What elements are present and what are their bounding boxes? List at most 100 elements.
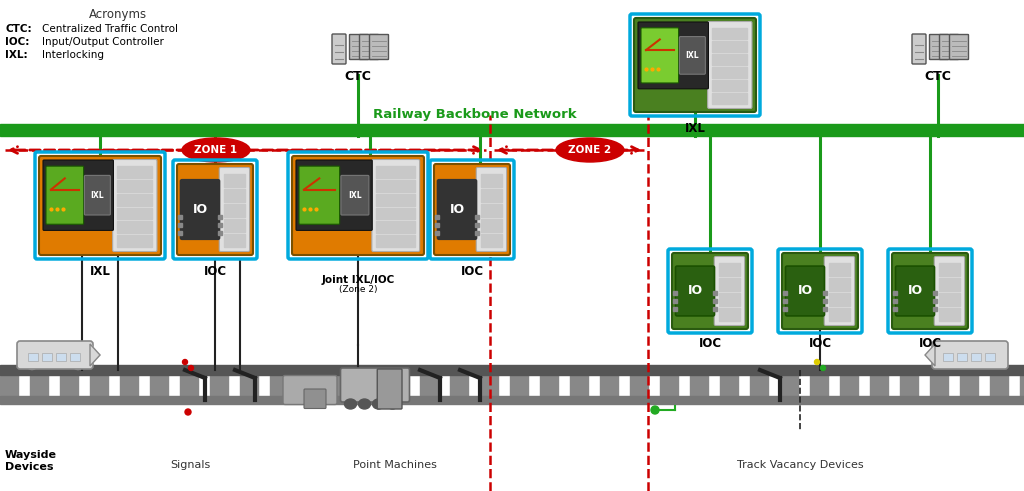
FancyBboxPatch shape (296, 160, 373, 230)
Text: Track Vacancy Devices: Track Vacancy Devices (736, 460, 863, 470)
Bar (450, 367, 468, 403)
Bar (420, 367, 438, 403)
FancyBboxPatch shape (341, 368, 410, 402)
Bar (600, 367, 618, 403)
FancyBboxPatch shape (113, 160, 157, 251)
Bar (930, 367, 948, 403)
Text: Signals: Signals (170, 460, 210, 470)
FancyBboxPatch shape (39, 156, 161, 255)
Text: Input/Output Controller: Input/Output Controller (42, 37, 164, 47)
Text: Joint IXL/IOC: Joint IXL/IOC (322, 275, 394, 285)
Bar (712, 67, 748, 78)
Text: IOC:: IOC: (5, 37, 30, 47)
Ellipse shape (27, 362, 37, 370)
Text: IXL: IXL (348, 191, 361, 200)
Text: Centralized Traffic Control: Centralized Traffic Control (42, 24, 178, 34)
Bar (377, 208, 415, 219)
Bar (720, 367, 738, 403)
FancyBboxPatch shape (17, 341, 93, 369)
Text: IOC: IOC (461, 265, 483, 278)
FancyBboxPatch shape (180, 180, 219, 239)
Bar (840, 367, 858, 403)
FancyBboxPatch shape (638, 22, 709, 89)
Bar (117, 208, 153, 219)
Text: IO: IO (450, 203, 465, 216)
Text: CTC: CTC (925, 70, 951, 83)
Bar (28, 353, 38, 361)
Bar (630, 367, 648, 403)
Bar (377, 221, 415, 233)
Bar (540, 367, 558, 403)
Bar (712, 93, 748, 104)
Bar (390, 367, 408, 403)
Bar (480, 204, 502, 217)
Bar (117, 221, 153, 233)
Bar (0, 124, 1024, 136)
Text: (Zone 2): (Zone 2) (339, 285, 377, 294)
Bar (70, 353, 80, 361)
Bar (480, 367, 498, 403)
FancyBboxPatch shape (46, 166, 84, 224)
FancyBboxPatch shape (43, 160, 114, 230)
FancyBboxPatch shape (349, 34, 369, 59)
FancyBboxPatch shape (377, 369, 402, 409)
Bar (828, 293, 850, 306)
Bar (224, 189, 245, 202)
Ellipse shape (386, 399, 398, 409)
Bar (180, 367, 198, 403)
FancyBboxPatch shape (219, 167, 250, 251)
Bar (56, 353, 66, 361)
Text: Railway Backbone Network: Railway Backbone Network (373, 108, 577, 121)
FancyBboxPatch shape (949, 34, 969, 59)
Bar (750, 367, 768, 403)
Bar (719, 278, 740, 291)
Bar (943, 353, 953, 361)
Text: IOC: IOC (698, 337, 722, 350)
Bar (939, 308, 961, 321)
Bar (42, 353, 52, 361)
FancyBboxPatch shape (84, 175, 111, 215)
Bar (0, 367, 18, 403)
FancyBboxPatch shape (824, 256, 855, 326)
Bar (828, 278, 850, 291)
Text: IXL:: IXL: (5, 50, 28, 60)
Bar (1020, 367, 1024, 403)
Text: CTC: CTC (344, 70, 372, 83)
Bar (712, 41, 748, 52)
FancyBboxPatch shape (341, 175, 369, 215)
Text: IO: IO (193, 203, 208, 216)
Bar (939, 263, 961, 276)
Bar (828, 263, 850, 276)
Bar (377, 180, 415, 191)
Bar (0, 396, 1024, 404)
FancyBboxPatch shape (434, 164, 510, 255)
Text: IOC: IOC (919, 337, 941, 350)
FancyBboxPatch shape (304, 389, 326, 409)
Text: CTC:: CTC: (5, 24, 32, 34)
Text: Acronyms: Acronyms (89, 8, 147, 21)
Ellipse shape (185, 409, 191, 415)
Bar (990, 367, 1008, 403)
FancyBboxPatch shape (359, 34, 379, 59)
Bar (719, 293, 740, 306)
FancyBboxPatch shape (932, 341, 1008, 369)
FancyBboxPatch shape (782, 253, 858, 329)
FancyBboxPatch shape (476, 167, 507, 251)
Bar (900, 367, 918, 403)
FancyBboxPatch shape (634, 18, 756, 112)
FancyBboxPatch shape (299, 166, 340, 224)
Bar (224, 234, 245, 247)
Ellipse shape (73, 362, 83, 370)
FancyBboxPatch shape (370, 34, 388, 59)
Bar (117, 166, 153, 178)
Bar (240, 367, 258, 403)
FancyBboxPatch shape (437, 180, 476, 239)
Bar (712, 80, 748, 91)
Bar (570, 367, 588, 403)
Text: IXL: IXL (685, 122, 706, 135)
Bar (300, 367, 318, 403)
Text: IO: IO (687, 284, 702, 298)
Bar (480, 174, 502, 187)
Text: IOC: IOC (808, 337, 831, 350)
Ellipse shape (651, 406, 659, 414)
